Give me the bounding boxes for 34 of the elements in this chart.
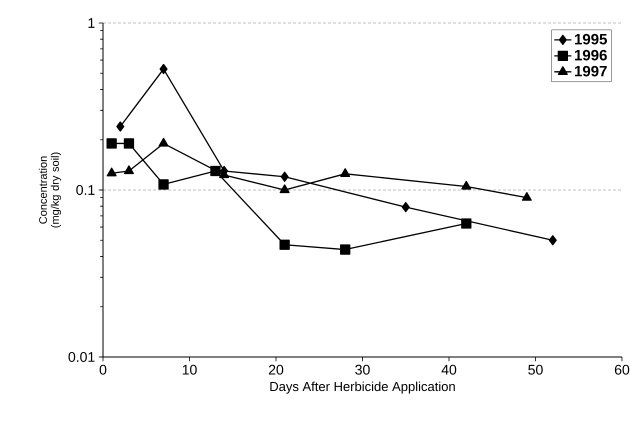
point xyxy=(340,168,350,177)
x-tick-label: 10 xyxy=(182,364,197,375)
x-axis-title: Days After Herbicide Application xyxy=(270,382,455,394)
point xyxy=(461,218,472,229)
x-tick-label: 20 xyxy=(268,364,284,375)
point xyxy=(280,172,289,182)
x-tick-label: 40 xyxy=(442,364,456,375)
point xyxy=(106,138,117,149)
point xyxy=(280,240,290,250)
point xyxy=(461,180,472,190)
point xyxy=(340,244,350,255)
y-axis-title: Concentration (mg/kg dry soil) xyxy=(38,152,62,228)
point xyxy=(106,168,117,176)
point xyxy=(160,64,168,74)
x-tick-label: 60 xyxy=(614,364,630,375)
point xyxy=(522,192,532,201)
x-tick-label: 0 xyxy=(100,364,106,375)
point xyxy=(124,165,134,174)
y-tick-label: 0.1 xyxy=(76,185,95,195)
legend-label: 1995 xyxy=(574,34,607,44)
point xyxy=(280,184,290,194)
point xyxy=(158,138,169,147)
point xyxy=(210,166,221,176)
y-tick-label: 0.01 xyxy=(68,352,95,362)
point xyxy=(116,121,124,132)
point xyxy=(402,202,410,212)
point xyxy=(124,138,134,149)
point xyxy=(158,179,169,190)
legend-label: 1997 xyxy=(574,66,607,76)
x-tick-label: 50 xyxy=(528,364,543,375)
y-tick-label: 1 xyxy=(88,18,95,28)
point xyxy=(548,235,557,246)
legend-label: 1996 xyxy=(574,50,607,60)
x-tick-label: 30 xyxy=(355,364,370,375)
